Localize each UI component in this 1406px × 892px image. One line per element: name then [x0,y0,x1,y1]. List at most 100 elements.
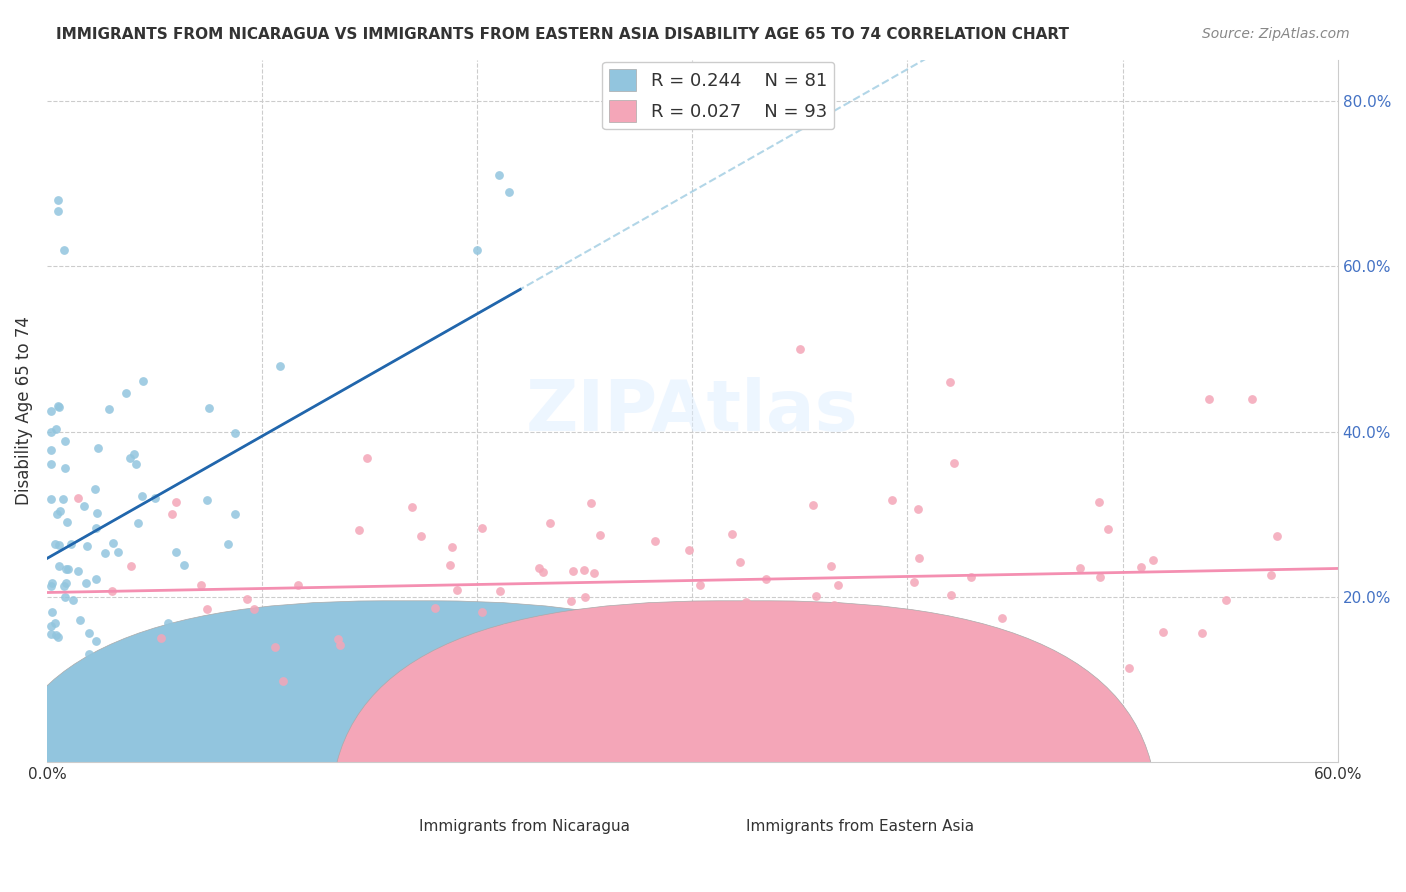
Point [39,443,62,458]
Point [942,456,965,470]
Point [66,491,89,505]
Point [1142,553,1164,567]
Point [132,374,155,388]
Point [1129,559,1152,574]
Point [39,619,62,633]
Point [46,508,69,522]
Point [190,578,212,592]
Point [48,559,70,574]
Point [115,691,138,706]
Point [45,628,67,642]
Point [1198,392,1220,406]
Point [704,642,727,657]
Point [52,579,75,593]
Point [66,675,89,690]
Point [67,564,90,578]
Point [46,399,69,413]
Point [41,605,63,619]
Point [498,185,520,199]
Point [173,558,195,572]
Point [401,500,423,514]
Point [735,595,758,609]
Point [269,359,291,374]
Point [347,523,370,537]
Point [882,493,904,508]
Point [287,578,309,592]
Point [39,457,62,471]
Point [273,673,295,688]
Point [127,516,149,530]
Point [41,576,63,591]
Point [55,434,77,448]
Point [893,705,915,719]
Point [1191,626,1213,640]
Point [77,647,100,661]
Point [328,632,350,646]
Point [820,559,842,574]
Point [107,545,129,559]
Point [44,615,66,630]
Point [101,535,124,549]
Point [704,608,727,623]
Point [156,616,179,631]
Point [243,601,266,615]
Point [55,562,77,576]
Point [889,624,911,639]
Point [782,695,804,709]
Point [356,450,378,465]
Point [488,584,510,599]
Text: Immigrants from Eastern Asia: Immigrants from Eastern Asia [747,819,974,834]
Point [131,489,153,503]
Point [39,425,62,439]
Point [641,624,664,638]
Point [84,572,107,586]
Point [97,402,120,417]
Point [728,555,751,569]
Point [439,558,461,573]
Point [160,507,183,521]
Point [804,589,827,603]
Point [574,590,596,604]
Point [195,602,218,616]
Point [229,648,252,662]
Point [823,598,845,612]
Point [224,426,246,441]
Point [52,492,75,507]
Point [69,613,91,627]
Point [959,570,981,584]
Point [1097,522,1119,536]
Point [60,685,83,699]
Point [440,540,463,554]
Point [197,401,219,415]
Point [1087,495,1109,509]
Point [62,592,84,607]
Legend: R = 0.244    N = 81, R = 0.027    N = 93: R = 0.244 N = 81, R = 0.027 N = 93 [602,62,834,129]
Point [423,601,446,615]
Point [46,203,69,218]
Point [263,640,285,655]
Point [907,501,929,516]
Point [79,626,101,640]
Point [657,622,679,636]
Point [39,403,62,417]
Point [217,537,239,551]
Point [53,461,76,475]
Point [733,659,755,673]
Point [224,507,246,521]
Point [991,611,1014,625]
Point [115,386,138,401]
Point [579,495,602,509]
Point [941,640,963,654]
Point [59,537,82,551]
Point [1215,592,1237,607]
Point [86,506,108,520]
Point [793,623,815,637]
Point [465,243,488,257]
Point [562,564,585,578]
Point [589,528,612,542]
Point [433,648,456,663]
Point [56,562,79,576]
Point [165,495,187,509]
Point [494,621,516,635]
Text: IMMIGRANTS FROM NICARAGUA VS IMMIGRANTS FROM EASTERN ASIA DISABILITY AGE 65 TO 7: IMMIGRANTS FROM NICARAGUA VS IMMIGRANTS … [56,27,1069,42]
